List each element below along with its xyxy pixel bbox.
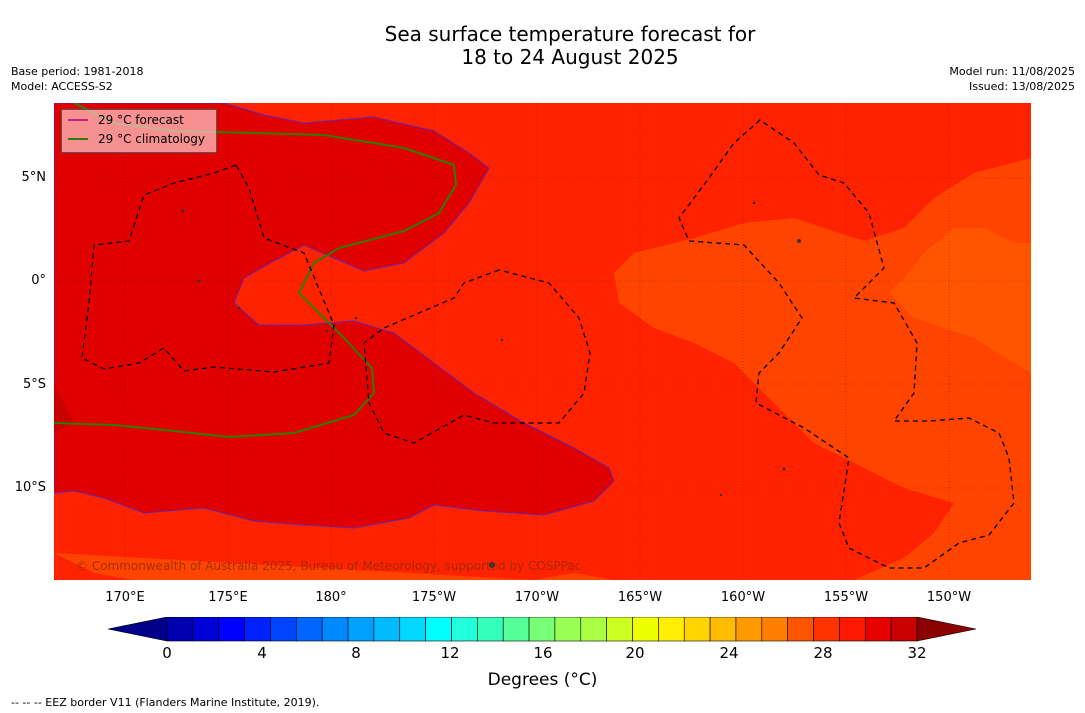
sst-field-dark-spot (54, 383, 74, 433)
lon-label-150w: 150°W (926, 590, 972, 605)
colorbar-segment (373, 617, 401, 642)
lon-label-180: 180° (315, 590, 347, 605)
lon-label-175e: 175°E (208, 590, 248, 605)
colorbar-tick-20: 20 (625, 644, 645, 662)
colorbar-segment (296, 617, 323, 642)
chart-title-line1: Sea surface temperature forecast for (384, 22, 756, 46)
colorbar-segment (813, 617, 840, 642)
colorbar-tick-4: 4 (257, 644, 267, 662)
sst-map (54, 103, 1031, 580)
colorbar-tick-28: 28 (813, 644, 833, 662)
colorbar-tick-16: 16 (533, 644, 553, 662)
legend-swatch-climatology (68, 138, 88, 140)
base-period: Base period: 1981-2018 (11, 65, 144, 78)
colorbar-tick-32: 32 (907, 644, 927, 662)
legend-item-climatology: 29 °C climatology (68, 131, 205, 147)
colorbar-segment (890, 617, 918, 642)
islands (181, 201, 801, 568)
colorbar-segment (166, 617, 194, 642)
legend-label-forecast: 29 °C forecast (98, 113, 184, 127)
sst-map-canvas (54, 103, 1031, 580)
colorbar-segment (347, 617, 375, 642)
lon-label-165w: 165°W (617, 590, 663, 605)
issued-date: Issued: 13/08/2025 (968, 80, 1075, 93)
colorbar-segment (735, 617, 763, 642)
colorbar-segment (477, 617, 504, 642)
colorbar-segment (425, 617, 452, 642)
colorbar-segment (554, 617, 582, 642)
colorbar-tick-0: 0 (162, 644, 172, 662)
colorbar-segment (709, 617, 737, 642)
lon-label-170e: 170°E (105, 590, 145, 605)
lon-label-160w: 160°W (720, 590, 766, 605)
legend-item-forecast: 29 °C forecast (68, 112, 184, 128)
colorbar-tick-12: 12 (440, 644, 460, 662)
colorbar-segment (606, 617, 633, 642)
lat-label-0: 0° (31, 273, 46, 288)
colorbar-segment (787, 617, 814, 642)
copyright-notice: © Commonwealth of Australia 2025, Bureau… (76, 559, 582, 573)
lat-label-5n: 5°N (21, 170, 47, 185)
legend-swatch-forecast (68, 119, 88, 121)
colorbar-extend-low (107, 617, 168, 642)
colorbar (107, 617, 977, 642)
lon-label-175w: 175°W (411, 590, 457, 605)
lat-label-5s: 5°S (22, 377, 46, 392)
legend-label-climatology: 29 °C climatology (98, 132, 206, 146)
eez-footnote: -- -- -- EEZ border V11 (Flanders Marine… (11, 696, 320, 709)
colorbar-segment (864, 617, 892, 642)
chart-title-line2: 18 to 24 August 2025 (461, 45, 679, 69)
colorbar-segment (244, 617, 271, 642)
colorbar-segment (192, 617, 220, 642)
model-run: Model run: 11/08/2025 (949, 65, 1075, 78)
colorbar-segment (580, 617, 607, 642)
lat-label-10s: 10°S (14, 480, 46, 495)
colorbar-segment (658, 617, 685, 642)
sst-field-32-north (54, 103, 615, 529)
colorbar-segment (632, 617, 659, 642)
colorbar-extend-high (916, 617, 977, 642)
gridlines (54, 103, 1031, 580)
colorbar-segment (399, 617, 426, 642)
colorbar-segment (321, 617, 349, 642)
colorbar-segment (218, 617, 245, 642)
sst-field-27-east (889, 228, 1031, 373)
colorbar-segment (528, 617, 556, 642)
colorbar-segment (270, 617, 297, 642)
lon-label-155w: 155°W (823, 590, 869, 605)
colorbar-tick-24: 24 (719, 644, 739, 662)
colorbar-segment (839, 617, 866, 642)
colorbar-segment (761, 617, 788, 642)
colorbar-tick-8: 8 (351, 644, 361, 662)
colorbar-segment (451, 617, 478, 642)
colorbar-segment (502, 617, 530, 642)
map-legend: 29 °C forecast 29 °C climatology (61, 109, 217, 153)
colorbar-segment (683, 617, 711, 642)
lon-label-170w: 170°W (514, 590, 560, 605)
colorbar-title: Degrees (°C) (487, 670, 598, 690)
model-name: Model: ACCESS-S2 (11, 80, 113, 93)
eez-borders (81, 119, 1015, 569)
climatology-contour-29c (54, 103, 458, 439)
sst-field-28-south (54, 553, 614, 580)
